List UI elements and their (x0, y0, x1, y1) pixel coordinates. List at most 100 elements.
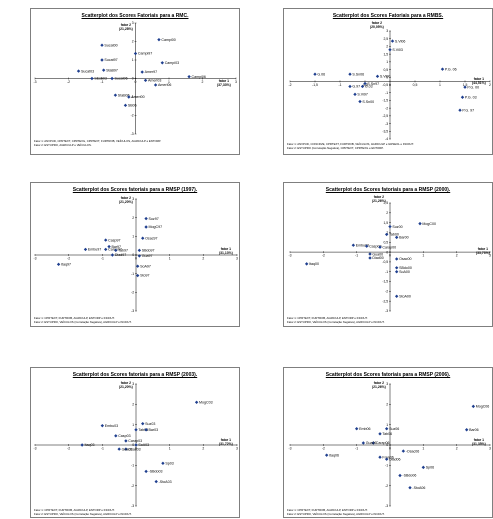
data-point-label: S.Sn00 (362, 100, 374, 104)
y-tick-label: -1 (131, 464, 134, 468)
data-point-label: Itaq06 (329, 453, 339, 457)
y-tick-label: 1,5 (383, 52, 388, 56)
x-tick-label: -3 (33, 80, 36, 84)
chart-title: Scatterplot dos Scores Fatoriais para a … (81, 13, 189, 19)
data-point (144, 428, 148, 432)
data-point-label: Osac03 (128, 447, 140, 451)
chart-title: Scatterplot dos Scores fatoriais para a … (325, 187, 451, 193)
chart-footnote-1: Fator 1: CPRTEXT, FURTROB, AGRICULP, ENT… (34, 508, 115, 512)
data-point (114, 434, 118, 438)
x-tick-label: 3 (235, 80, 237, 84)
data-point (127, 95, 131, 99)
data-point (157, 37, 161, 42)
x-tick-label: 1 (422, 254, 424, 258)
data-point-label: Osac97 (145, 236, 157, 240)
data-point (394, 294, 399, 298)
x-tick-label: 2 (456, 254, 458, 258)
y-axis-label: fator 2 (21,28%) (119, 23, 133, 31)
data-point (137, 248, 142, 253)
x-tick-label: -2 (67, 447, 70, 451)
scatter-plot: -3 -2 -1 0 1 2 3 3 2 1 0 -1 -2 -3 MogC06 Emb06 Suz06Tab0… (288, 382, 491, 508)
chart-footnote-2: Fator 2: ESTUPRO, VEÍCULOS (Correlação N… (287, 320, 385, 324)
data-point (137, 254, 142, 258)
x-axis-label: fator 1 (44,51%) (472, 77, 486, 85)
chart-footnote-2: Fator 2: ESTUPRO, VEÍCULOS (Correlação N… (34, 320, 132, 324)
scatter-plot: -3 -2 -1 0 1 2 33210-1-2-3Sucat00Campi00Campi9… (33, 21, 237, 136)
x-tick-label: 1 (169, 257, 171, 261)
data-point-label: -Osac06 (406, 449, 420, 453)
data-point-label: Casp97 (108, 238, 120, 242)
data-point-label: Embu00 (356, 243, 369, 247)
data-point-label: Osac00 (399, 257, 411, 261)
data-point (304, 262, 309, 266)
y-tick-label: 2,5 (383, 37, 388, 41)
chart-title: Scatterplot dos Scores fatoriais para a … (72, 187, 198, 193)
y-tick-label: -1 (131, 95, 134, 99)
data-point-label: Sp03 (165, 462, 173, 466)
data-point-label: Ameri00 (131, 95, 144, 99)
data-point (141, 421, 145, 426)
data-point-label: G.06 (317, 72, 325, 76)
x-tick-label: 1,5 (463, 83, 468, 87)
y-axis-label: fator 2 (21,20%) (119, 381, 133, 389)
x-tick-label: 3 (489, 447, 491, 451)
x-axis-label: fator 1 (33,73%) (476, 247, 490, 255)
data-point-label: G.97 (352, 85, 360, 89)
data-point (124, 439, 128, 443)
y-tick-label: -1,5 (382, 280, 388, 284)
data-point-label: P.G. 03 (465, 95, 477, 99)
data-point (394, 270, 399, 274)
y-tick-label: -3 (131, 504, 134, 508)
data-point (194, 400, 199, 404)
x-tick-label: 2 (456, 447, 458, 451)
data-point-label: Diad00 (372, 256, 383, 260)
data-point-label: -SBdo06 (402, 474, 416, 478)
chart-footnote-2: Fator 2: ESTUPRO (Correlação Negativa), … (287, 146, 384, 150)
data-point (363, 81, 367, 86)
y-tick-label: -0,5 (382, 260, 388, 264)
y-tick-label: -2 (385, 290, 388, 294)
y-tick-label: 0,5 (383, 240, 388, 244)
x-tick-label: -2 (67, 257, 70, 261)
data-point (160, 61, 164, 65)
data-point-label: Tab97 (118, 249, 128, 253)
x-axis-label: fator 1 (37,33%) (217, 79, 231, 87)
x-tick-label: -1 (101, 257, 104, 261)
scatter-plot: -3 -2 -1 0 1 2 3 3 2 1 0 -1 -2 -3 Suz97 MogC97 Casp97 Osa… (33, 197, 238, 313)
x-tick-label: 0 (135, 80, 137, 84)
y-tick-label: -3,5 (382, 129, 388, 133)
data-point (133, 51, 138, 56)
x-tick-label: -2 (322, 254, 325, 258)
data-point (134, 443, 138, 447)
data-point (100, 423, 105, 428)
x-tick-label: 1 (168, 80, 170, 84)
data-point (187, 74, 191, 79)
data-point-label: G.03 (365, 85, 373, 89)
data-point-label: S.Vi00 (380, 75, 391, 79)
data-point-label: StoA00 (399, 294, 411, 298)
chart-footnote-1: Fator 1: CPRTEXT, FURTROB, AGRICULP, ENT… (287, 508, 368, 512)
x-tick-label: 1 (169, 447, 171, 451)
y-tick-label: -1 (385, 91, 388, 95)
data-point-label: Diad97 (115, 253, 126, 257)
data-point-label: Diad06 (389, 457, 400, 461)
data-point-label: MogC97 (149, 225, 163, 229)
chart-footnote-1: Fator 1: CPRTEXT, FURTROB, AGRICULP, ENT… (34, 316, 115, 320)
data-point (361, 441, 366, 445)
data-point-label: Tab03 (138, 428, 148, 432)
data-point (375, 74, 380, 79)
data-point (401, 449, 406, 453)
data-point (358, 99, 362, 104)
data-point (110, 76, 114, 81)
data-point-label: S.Vi97 (357, 93, 368, 97)
y-tick-label: 0 (132, 253, 134, 257)
data-point (161, 461, 165, 465)
data-point (471, 404, 476, 409)
y-tick-label: 0 (386, 250, 388, 254)
data-point-label: Amer97 (145, 70, 158, 74)
data-point (100, 43, 104, 47)
data-point-label: Sto97 (140, 274, 149, 278)
data-point-label: S.Sn97 (367, 82, 379, 86)
y-tick-label: 2 (386, 211, 388, 215)
y-tick-label: 3 (132, 382, 134, 386)
